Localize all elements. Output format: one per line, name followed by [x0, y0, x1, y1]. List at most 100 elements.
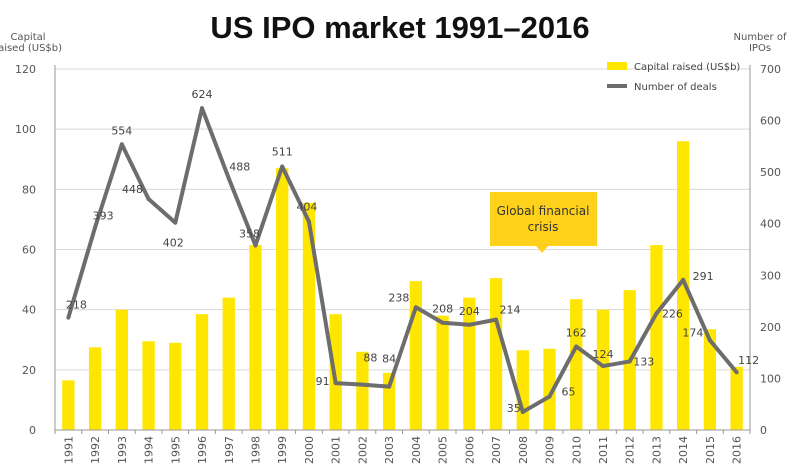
- line-point: [440, 320, 445, 325]
- x-tick-label: 2006: [463, 436, 476, 464]
- bar: [489, 278, 503, 430]
- bar: [169, 342, 182, 430]
- line-point: [681, 277, 686, 282]
- x-tick-label: 2008: [517, 436, 530, 464]
- y2-tick-label: 700: [760, 63, 781, 76]
- y2-axis-title: Number of: [734, 32, 787, 43]
- deals-data-label: 402: [163, 237, 184, 250]
- line-point: [627, 359, 632, 364]
- deals-data-label: 511: [272, 145, 293, 158]
- x-tick-label: 2011: [597, 436, 610, 464]
- line-point: [93, 225, 98, 230]
- x-tick-label: 2000: [303, 436, 316, 464]
- bar: [436, 315, 449, 430]
- callout-text: crisis: [528, 220, 559, 234]
- deals-data-label: 404: [296, 201, 317, 214]
- deals-data-label: 214: [500, 304, 521, 317]
- deals-data-label: 448: [122, 183, 143, 196]
- line-point: [119, 142, 124, 147]
- y-tick-label: 100: [15, 123, 36, 136]
- x-tick-label: 2016: [731, 436, 744, 464]
- callout-text: Global financial: [497, 204, 590, 218]
- line-point: [600, 364, 605, 369]
- y-tick-label: 80: [22, 183, 36, 196]
- line-point: [253, 243, 258, 248]
- deals-data-label: 174: [682, 326, 703, 339]
- line-point: [707, 338, 712, 343]
- deals-data-label: 226: [662, 307, 683, 320]
- line-point: [574, 344, 579, 349]
- gridlines: [55, 68, 750, 371]
- y-tick-label: 60: [22, 244, 36, 257]
- deals-data-label: 112: [738, 354, 759, 367]
- deals-data-label: 554: [111, 124, 132, 137]
- deals-data-label: 358: [239, 227, 260, 240]
- x-tick-label: 1995: [169, 436, 182, 464]
- line-point: [280, 164, 285, 169]
- callout-pointer: [536, 246, 548, 253]
- bar: [88, 347, 102, 430]
- callout-box: [490, 192, 597, 246]
- y2-tick-label: 100: [760, 372, 781, 385]
- deals-data-label: 208: [432, 303, 453, 316]
- y-tick-label: 20: [22, 364, 36, 377]
- line-point: [654, 311, 659, 316]
- deals-data-label: 218: [66, 299, 87, 312]
- y2-tick-label: 400: [760, 218, 781, 231]
- y2-tick-label: 200: [760, 321, 781, 334]
- deals-data-label: 124: [592, 348, 613, 361]
- y-axis-title: raised (US$b): [0, 43, 62, 54]
- deals-data-label: 291: [693, 270, 714, 283]
- y2-tick-label: 500: [760, 166, 781, 179]
- line-point: [413, 305, 418, 310]
- deals-data-label: 488: [229, 160, 250, 173]
- y-tick-label: 0: [29, 424, 36, 437]
- deals-data-label: 204: [459, 305, 480, 318]
- deals-data-label: 238: [388, 291, 409, 304]
- line-point: [467, 322, 472, 327]
- bar: [276, 168, 289, 430]
- deals-data-label: 91: [316, 375, 330, 388]
- bar: [222, 297, 235, 430]
- bar: [677, 141, 690, 430]
- line-point: [66, 315, 71, 320]
- line-point: [547, 394, 552, 399]
- deals-data-label: 624: [192, 88, 213, 101]
- line-point: [146, 196, 151, 201]
- x-tick-label: 2004: [410, 436, 423, 464]
- legend-swatch-capital: [607, 62, 627, 70]
- x-tick-label: 1996: [196, 436, 209, 464]
- x-tick-label: 2009: [544, 436, 557, 464]
- x-tick-label: 2012: [624, 436, 637, 464]
- annotation: Global financial crisis: [490, 192, 597, 253]
- bar: [703, 329, 717, 430]
- line-point: [173, 220, 178, 225]
- x-tick-label: 2001: [330, 436, 343, 464]
- x-tick-label: 1998: [249, 436, 262, 464]
- line-series: [66, 106, 739, 414]
- legend-label-deals: Number of deals: [634, 82, 717, 93]
- line-point: [360, 382, 365, 387]
- bar: [62, 380, 75, 430]
- bar: [543, 348, 556, 430]
- x-tick-label: 2010: [570, 436, 583, 464]
- bar: [650, 244, 663, 430]
- bar: [302, 202, 316, 430]
- x-tick-label: 2014: [677, 436, 690, 464]
- deals-line: [66, 106, 739, 414]
- y-tick-label: 120: [15, 63, 36, 76]
- bar: [570, 299, 583, 430]
- legend: Capital raised (US$b) Number of deals: [607, 62, 740, 93]
- x-tick-label: 2005: [437, 436, 450, 464]
- line-point: [226, 176, 231, 181]
- x-tick-label: 2007: [490, 436, 503, 464]
- bar: [596, 309, 610, 430]
- line-point: [494, 317, 499, 322]
- x-tick-label: 2015: [704, 436, 717, 464]
- x-tick-label: 1999: [276, 436, 289, 464]
- data-labels: 218 393 554 448 402 624 488 358 511 404 91 88 84 238 2…: [66, 88, 759, 415]
- deals-data-label: 88: [363, 352, 377, 365]
- x-tick-label: 1991: [62, 436, 75, 464]
